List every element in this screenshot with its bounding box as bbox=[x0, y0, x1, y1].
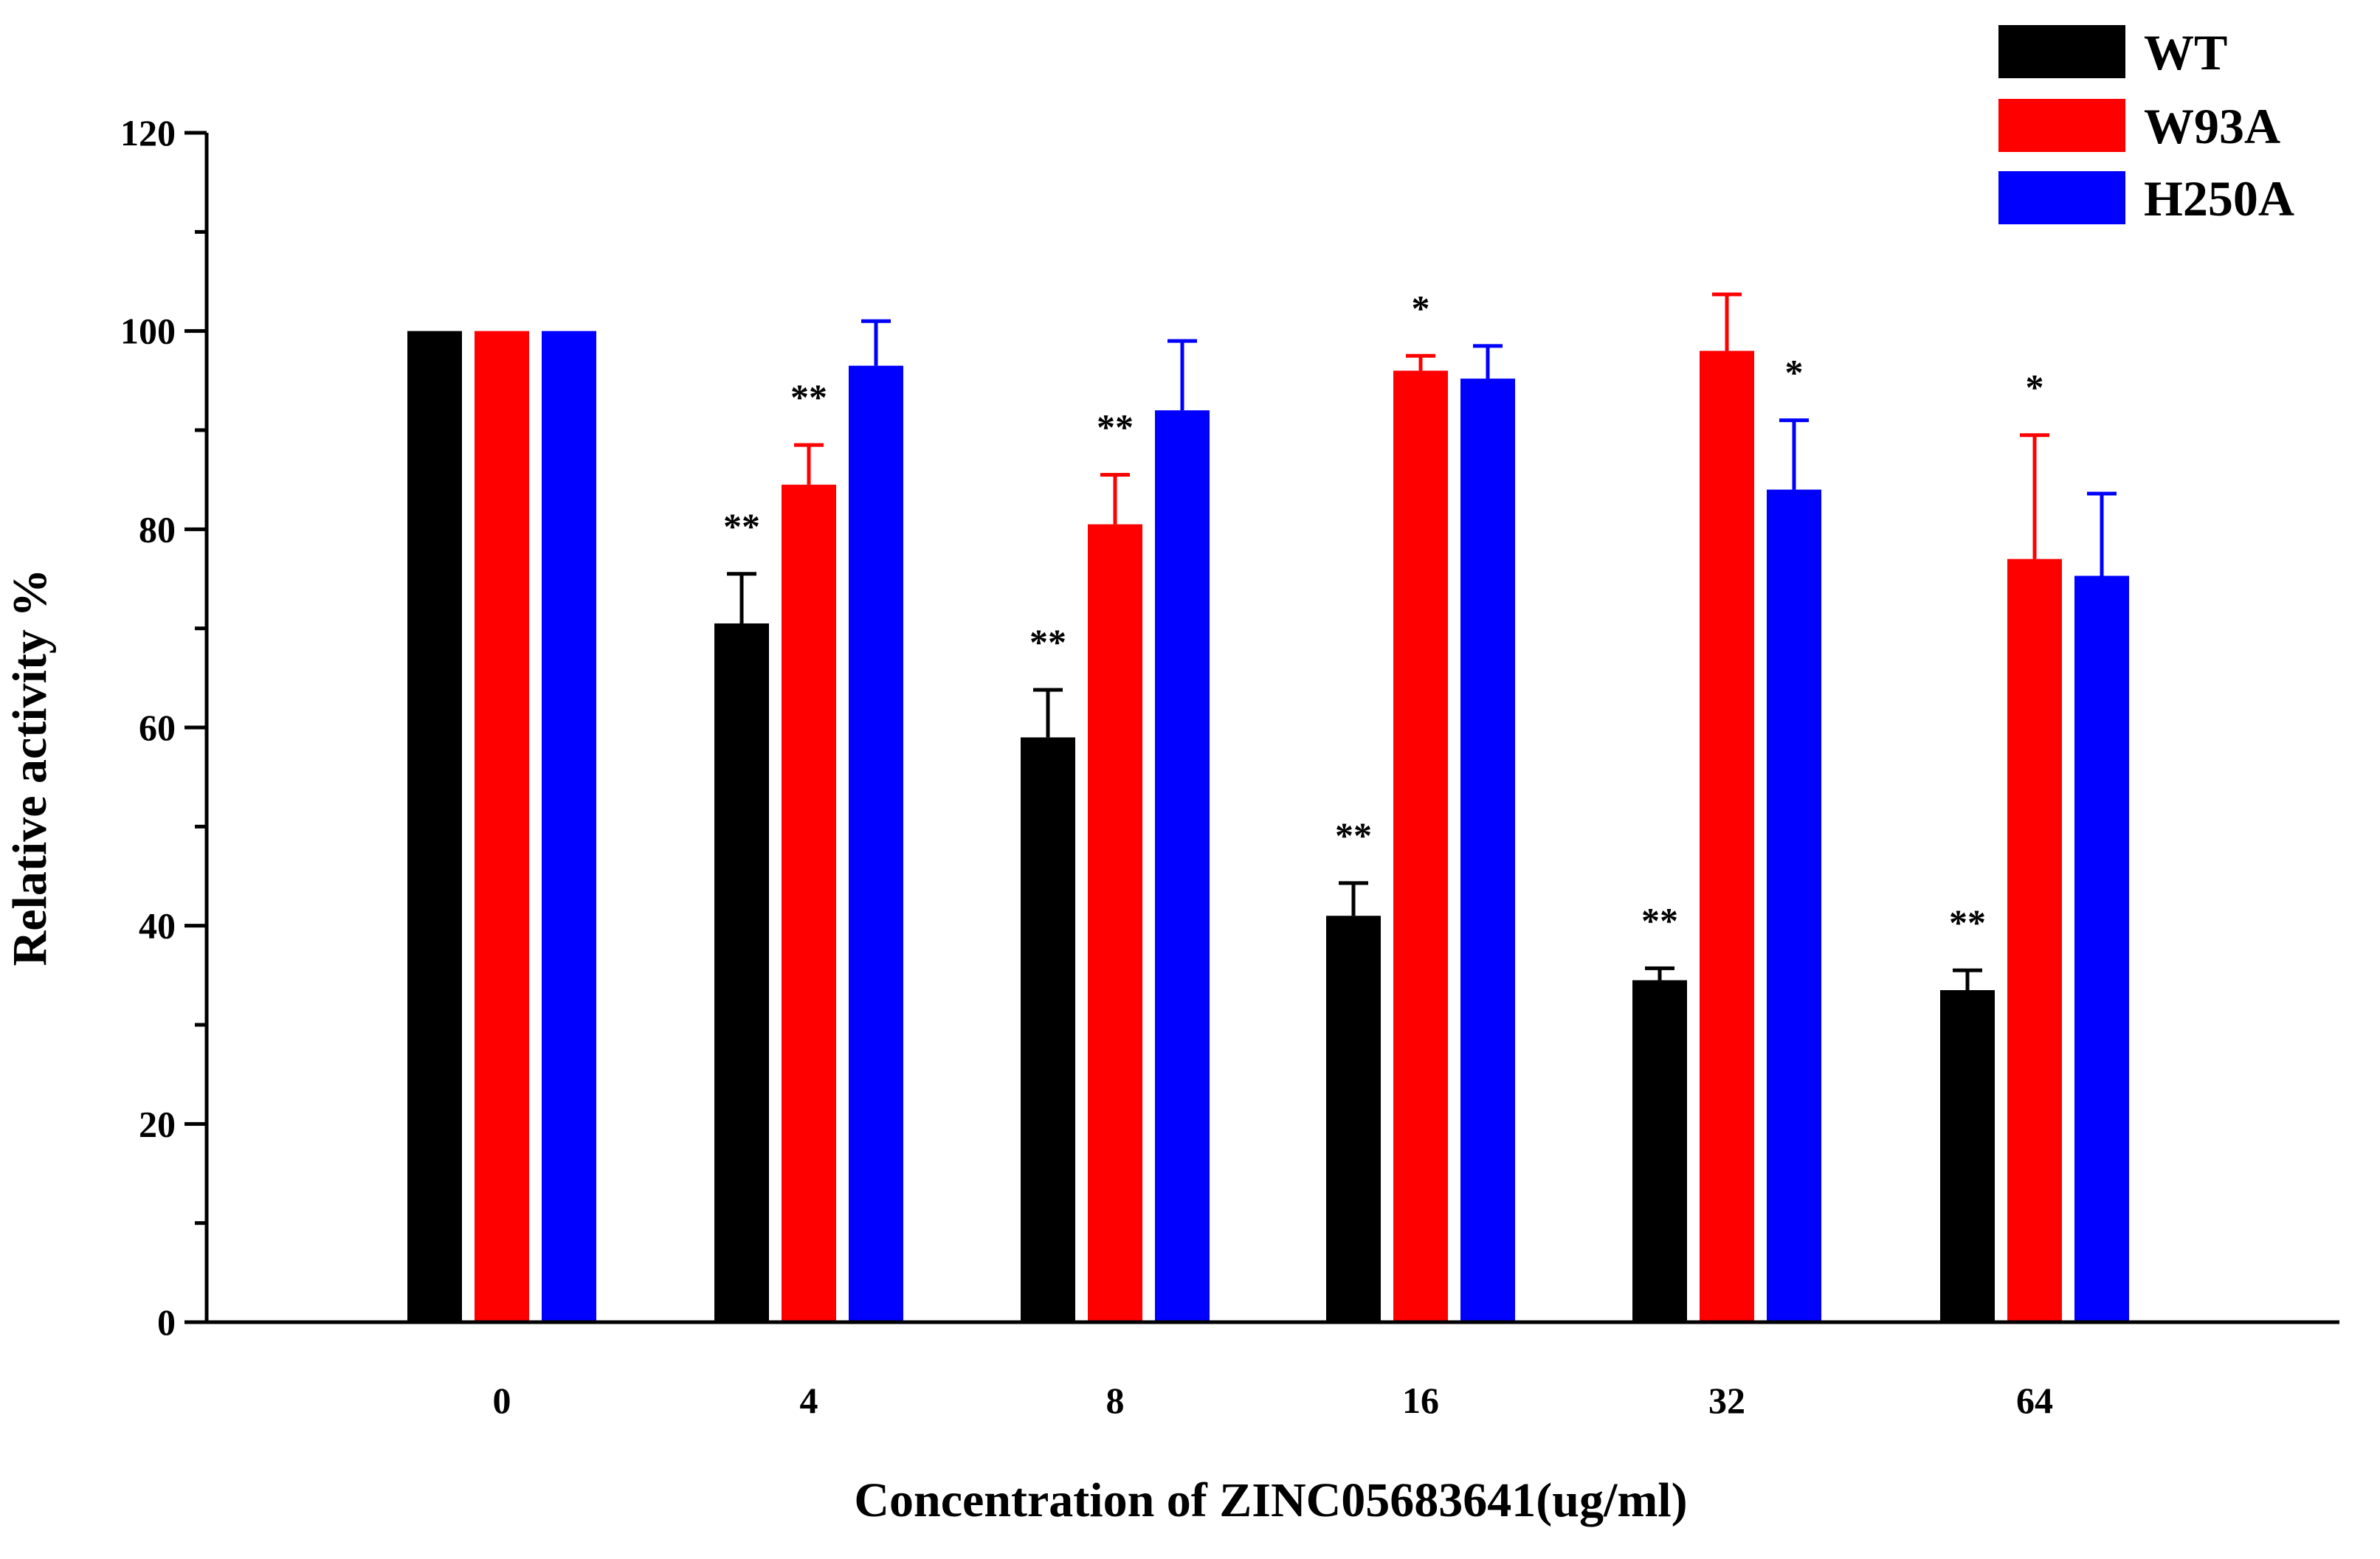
significance-W93A-16: * bbox=[1412, 287, 1430, 328]
error-bar-H250A-4 bbox=[861, 319, 891, 366]
significance-H250A-32: * bbox=[1785, 352, 1804, 393]
error-bar-H250A-16 bbox=[1473, 344, 1503, 379]
bar-W93A-8 bbox=[1088, 524, 1142, 1322]
x-tick-label-4: 4 bbox=[800, 1380, 818, 1421]
significance-WT-8: ** bbox=[1029, 621, 1066, 663]
legend-swatch-WT bbox=[1998, 25, 2125, 78]
error-bar-H250A-32 bbox=[1779, 418, 1809, 490]
legend-label-W93A: W93A bbox=[2144, 98, 2280, 154]
bar-WT-16 bbox=[1326, 916, 1381, 1322]
error-bar-W93A-4 bbox=[794, 443, 824, 485]
significance-W93A-4: ** bbox=[790, 376, 827, 418]
y-tick-label: 80 bbox=[139, 508, 176, 550]
error-bar-W93A-8 bbox=[1100, 472, 1130, 525]
bar-W93A-16 bbox=[1393, 370, 1448, 1322]
bar-H250A-4 bbox=[849, 365, 903, 1322]
bar-W93A-4 bbox=[782, 484, 836, 1323]
error-bar-WT-16 bbox=[1339, 881, 1368, 916]
significance-WT-16: ** bbox=[1335, 815, 1372, 856]
legend-label-WT: WT bbox=[2144, 24, 2227, 80]
y-tick-label: 100 bbox=[120, 311, 176, 352]
legend-item-W93A: W93A bbox=[1998, 98, 2280, 154]
error-bar-H250A-64 bbox=[2087, 491, 2117, 576]
bar-WT-0 bbox=[407, 331, 462, 1323]
error-bar-WT-32 bbox=[1645, 966, 1674, 981]
significance-W93A-64: * bbox=[2026, 367, 2044, 408]
y-tick-label: 40 bbox=[139, 905, 176, 947]
legend-swatch-H250A bbox=[1998, 171, 2125, 224]
x-tick-label-64: 64 bbox=[2016, 1380, 2053, 1421]
bar-W93A-32 bbox=[1700, 350, 1754, 1322]
legend-item-H250A: H250A bbox=[1998, 170, 2294, 227]
error-bar-W93A-32 bbox=[1712, 292, 1742, 351]
bar-H250A-32 bbox=[1767, 489, 1821, 1322]
x-tick-label-32: 32 bbox=[1708, 1380, 1745, 1421]
chart-marks: ******** ********* bbox=[407, 287, 2129, 1323]
bar-WT-4 bbox=[714, 623, 769, 1322]
bar-H250A-64 bbox=[2074, 575, 2129, 1322]
error-bar-WT-64 bbox=[1953, 968, 1982, 990]
axes: 0 20 40 60 80 100 120 0 4 8 16 32 64 bbox=[120, 112, 2339, 1421]
significance-WT-4: ** bbox=[723, 505, 760, 547]
legend: WT W93A H250A bbox=[1998, 24, 2294, 227]
bar-H250A-0 bbox=[542, 331, 596, 1323]
bar-W93A-0 bbox=[475, 331, 529, 1323]
bar-WT-32 bbox=[1632, 980, 1687, 1322]
bar-H250A-16 bbox=[1460, 378, 1515, 1322]
legend-label-H250A: H250A bbox=[2144, 170, 2294, 227]
bar-W93A-64 bbox=[2007, 559, 2062, 1323]
bar-WT-64 bbox=[1940, 989, 1995, 1322]
legend-swatch-W93A bbox=[1998, 99, 2125, 152]
y-tick-label: 0 bbox=[157, 1302, 176, 1343]
error-bar-H250A-8 bbox=[1167, 339, 1197, 411]
error-bar-W93A-64 bbox=[2020, 433, 2049, 559]
error-bar-WT-8 bbox=[1033, 688, 1063, 738]
y-tick-label: 120 bbox=[120, 112, 176, 153]
legend-item-WT: WT bbox=[1998, 24, 2227, 80]
x-tick-label-8: 8 bbox=[1106, 1380, 1125, 1421]
significance-W93A-8: ** bbox=[1097, 406, 1134, 447]
x-tick-label-0: 0 bbox=[493, 1380, 511, 1421]
bar-H250A-8 bbox=[1155, 410, 1210, 1323]
y-tick-label: 20 bbox=[139, 1103, 176, 1144]
error-bar-W93A-16 bbox=[1406, 353, 1435, 371]
x-axis-title: Concentration of ZINC05683641(ug/ml) bbox=[854, 1473, 1687, 1527]
significance-WT-64: ** bbox=[1949, 902, 1986, 943]
bar-WT-8 bbox=[1021, 737, 1075, 1322]
x-tick-label-16: 16 bbox=[1402, 1380, 1439, 1421]
error-bar-WT-4 bbox=[727, 572, 756, 623]
y-tick-label: 60 bbox=[139, 707, 176, 748]
y-axis-title: Relative activity % bbox=[3, 569, 57, 967]
significance-WT-32: ** bbox=[1641, 899, 1678, 941]
